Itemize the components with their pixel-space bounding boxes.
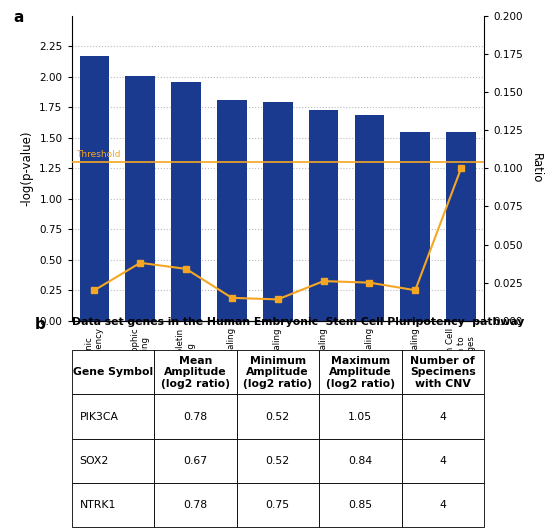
- Bar: [217, 100, 247, 320]
- Y-axis label: Ratio: Ratio: [530, 153, 543, 183]
- Bar: [355, 115, 384, 320]
- Y-axis label: -log(p-value): -log(p-value): [21, 130, 34, 206]
- Text: b: b: [34, 317, 45, 332]
- Text: Data set genes in the Human Embryonic  Stem Cell Pluripotency  pathway: Data set genes in the Human Embryonic St…: [72, 317, 524, 327]
- Text: a: a: [14, 10, 24, 25]
- Bar: [263, 102, 293, 320]
- Bar: [400, 131, 430, 320]
- Bar: [80, 56, 109, 320]
- Bar: [446, 131, 476, 320]
- Bar: [171, 82, 201, 320]
- Bar: [125, 76, 155, 320]
- Bar: [309, 110, 338, 320]
- Text: Threshold: Threshold: [76, 149, 120, 158]
